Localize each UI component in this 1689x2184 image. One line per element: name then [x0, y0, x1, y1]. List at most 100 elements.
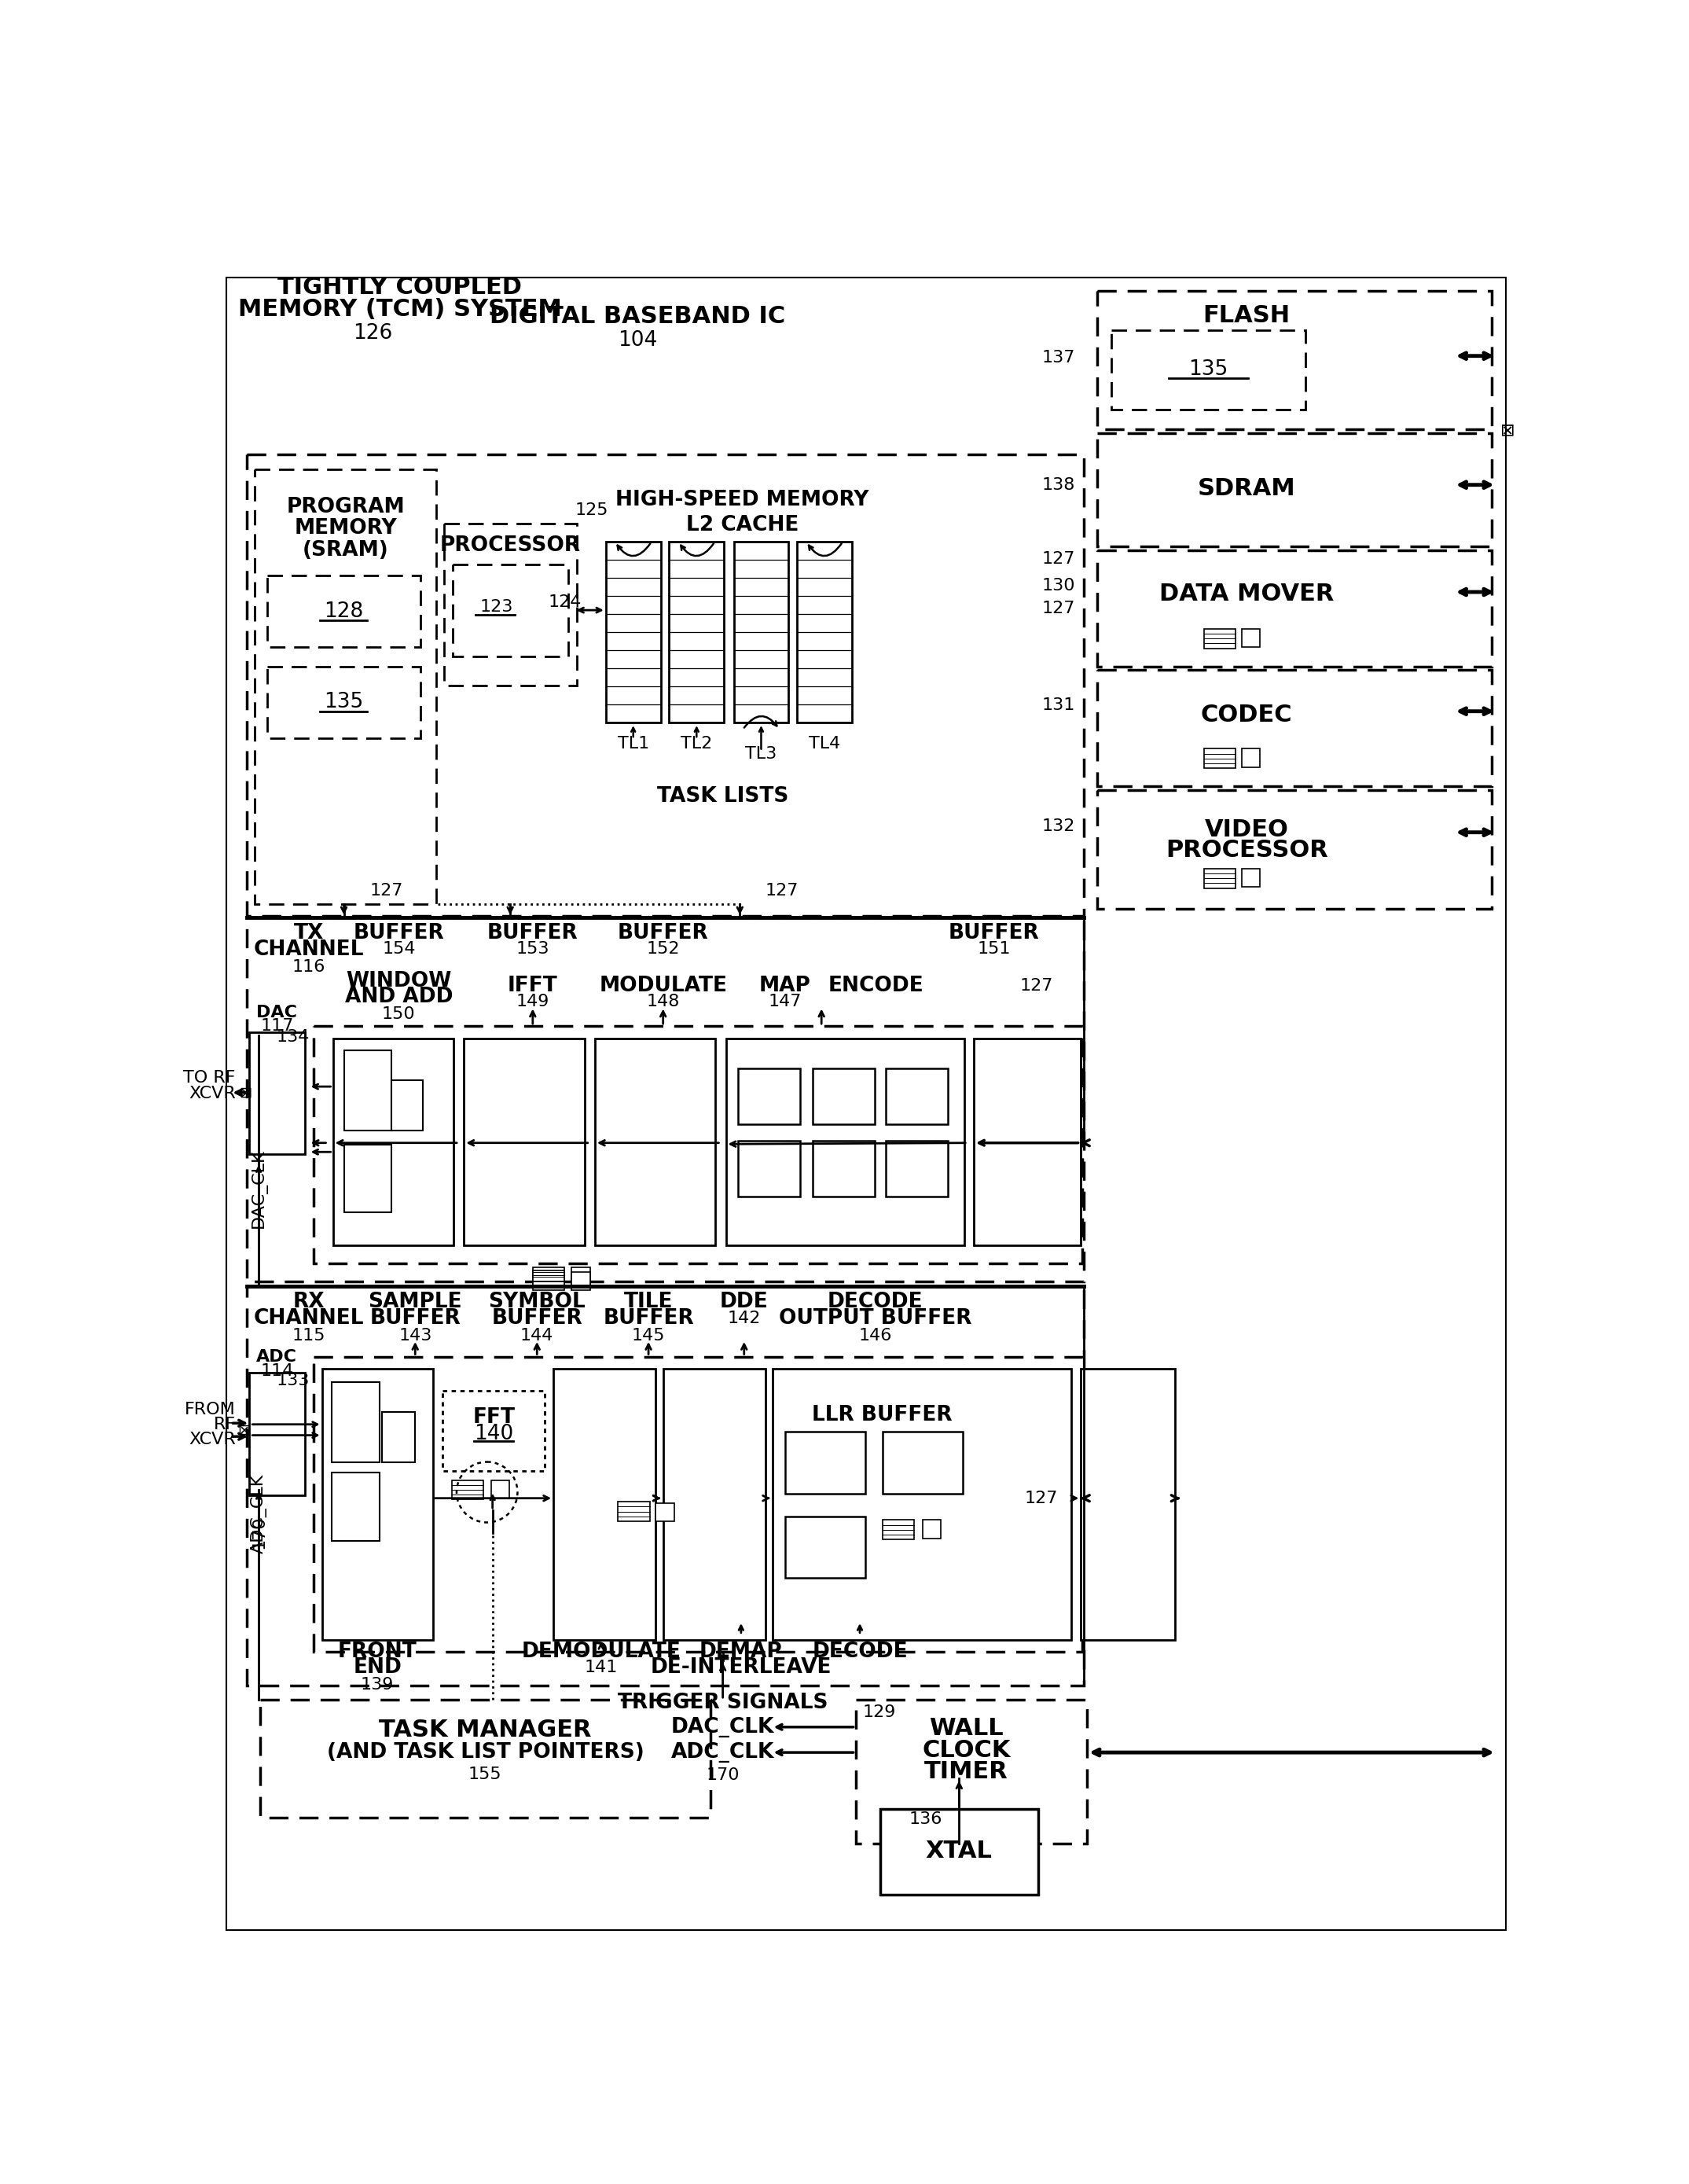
- Text: TASK MANAGER: TASK MANAGER: [378, 1719, 591, 1741]
- Text: 142: 142: [728, 1310, 760, 1326]
- Bar: [532, 1267, 564, 1286]
- Bar: [797, 542, 851, 723]
- Text: 130: 130: [1042, 579, 1074, 594]
- Text: 127: 127: [1025, 1489, 1057, 1507]
- Bar: [1204, 869, 1236, 889]
- Text: 126: 126: [353, 323, 392, 343]
- Text: 152: 152: [647, 941, 679, 957]
- Text: SDRAM: SDRAM: [1198, 476, 1295, 500]
- Text: CODEC: CODEC: [1201, 703, 1292, 727]
- Text: BUFFER: BUFFER: [948, 922, 1039, 943]
- Text: 154: 154: [382, 941, 415, 957]
- Text: 146: 146: [858, 1328, 892, 1343]
- Text: 139: 139: [361, 1677, 394, 1693]
- Text: CLOCK: CLOCK: [922, 1738, 1010, 1762]
- Text: HIGH-SPEED MEMORY: HIGH-SPEED MEMORY: [615, 489, 870, 511]
- Text: BUFFER: BUFFER: [603, 1308, 694, 1328]
- Bar: [1204, 629, 1236, 649]
- Text: 145: 145: [632, 1328, 665, 1343]
- Bar: [1098, 550, 1491, 666]
- Bar: [314, 1356, 1083, 1651]
- Bar: [812, 1068, 875, 1125]
- Bar: [606, 542, 660, 723]
- Text: OUTPUT BUFFER: OUTPUT BUFFER: [779, 1308, 971, 1328]
- Text: (SRAM): (SRAM): [302, 539, 388, 561]
- Text: 150: 150: [382, 1007, 415, 1022]
- Text: DDE: DDE: [720, 1293, 768, 1313]
- Text: L2 CACHE: L2 CACHE: [686, 515, 799, 535]
- Text: FLASH: FLASH: [1203, 304, 1290, 328]
- Text: 128: 128: [324, 601, 363, 622]
- Bar: [443, 1391, 546, 1472]
- Text: PROCESSOR: PROCESSOR: [1165, 839, 1328, 863]
- Text: 131: 131: [1042, 697, 1074, 712]
- Bar: [655, 1503, 674, 1522]
- Text: WALL: WALL: [929, 1717, 1003, 1741]
- Bar: [880, 1808, 1039, 1896]
- Text: 135: 135: [324, 692, 363, 712]
- Text: 104: 104: [618, 330, 657, 352]
- Bar: [726, 1037, 964, 1245]
- Bar: [267, 666, 421, 738]
- Text: ENCODE: ENCODE: [828, 976, 924, 996]
- Bar: [1098, 670, 1491, 786]
- Text: TRIGGER SIGNALS: TRIGGER SIGNALS: [618, 1693, 828, 1712]
- Text: BUFFER: BUFFER: [486, 922, 578, 943]
- Text: 138: 138: [1042, 476, 1074, 494]
- Text: 143: 143: [399, 1328, 432, 1343]
- Bar: [785, 1433, 865, 1494]
- Text: TIMER: TIMER: [924, 1760, 1008, 1784]
- Text: MEMORY: MEMORY: [294, 518, 397, 539]
- Text: DECODE: DECODE: [828, 1293, 922, 1313]
- Text: CHANNEL: CHANNEL: [253, 939, 363, 961]
- Bar: [323, 1369, 432, 1640]
- Bar: [1098, 791, 1491, 909]
- Bar: [464, 1037, 584, 1245]
- Bar: [392, 1081, 424, 1129]
- Text: BUFFER: BUFFER: [370, 1308, 461, 1328]
- Bar: [571, 1271, 589, 1291]
- Text: 170: 170: [250, 1516, 267, 1548]
- Text: 148: 148: [647, 994, 679, 1009]
- Bar: [1241, 869, 1260, 887]
- Bar: [382, 1413, 415, 1461]
- Text: 123: 123: [480, 598, 513, 616]
- Bar: [345, 1144, 392, 1212]
- Text: 115: 115: [292, 1328, 326, 1343]
- Text: FRONT: FRONT: [338, 1640, 417, 1662]
- Text: BUFFER: BUFFER: [353, 922, 444, 943]
- Text: TL2: TL2: [681, 736, 713, 751]
- Text: ADC_CLK: ADC_CLK: [671, 1743, 774, 1762]
- Text: 135: 135: [1189, 360, 1228, 380]
- Text: RF: RF: [213, 1417, 235, 1433]
- Bar: [774, 1369, 1071, 1640]
- Text: ⊠: ⊠: [238, 1085, 252, 1101]
- Bar: [554, 1369, 655, 1640]
- Text: FROM: FROM: [184, 1402, 235, 1417]
- Text: TL1: TL1: [618, 736, 649, 751]
- Bar: [1098, 290, 1491, 430]
- Bar: [882, 1433, 963, 1494]
- Text: 151: 151: [978, 941, 1010, 957]
- Text: ADC_CLK: ADC_CLK: [250, 1474, 267, 1553]
- Text: XTAL: XTAL: [926, 1839, 993, 1863]
- Bar: [248, 1033, 306, 1155]
- Text: WINDOW: WINDOW: [346, 972, 451, 992]
- Text: DATA MOVER: DATA MOVER: [1159, 583, 1334, 605]
- Bar: [444, 524, 576, 686]
- Text: 127: 127: [370, 882, 402, 898]
- Bar: [571, 1267, 589, 1284]
- Text: 124: 124: [549, 594, 583, 609]
- FancyBboxPatch shape: [559, 467, 1030, 909]
- Text: 125: 125: [574, 502, 608, 518]
- Text: DEMODULATE: DEMODULATE: [522, 1642, 681, 1662]
- Bar: [267, 577, 421, 646]
- Bar: [733, 542, 789, 723]
- Text: TL4: TL4: [809, 736, 841, 751]
- Bar: [785, 1516, 865, 1579]
- Bar: [1204, 749, 1236, 769]
- Bar: [738, 1140, 801, 1197]
- Bar: [333, 1037, 454, 1245]
- Bar: [453, 566, 568, 657]
- Text: 137: 137: [1042, 349, 1074, 365]
